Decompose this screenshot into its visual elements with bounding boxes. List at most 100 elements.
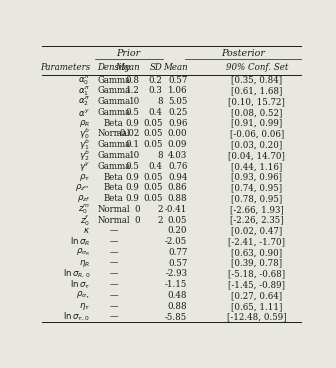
- Text: 0.4: 0.4: [149, 162, 163, 171]
- Text: 0.00: 0.00: [168, 130, 187, 138]
- Text: $\ln\sigma_\tau$: $\ln\sigma_\tau$: [70, 279, 90, 291]
- Text: [-0.06, 0.06]: [-0.06, 0.06]: [230, 130, 284, 138]
- Text: 0.88: 0.88: [168, 194, 187, 203]
- Text: 0.96: 0.96: [168, 119, 187, 128]
- Text: 0.05: 0.05: [143, 140, 163, 149]
- Text: [-1.45, -0.89]: [-1.45, -0.89]: [228, 280, 285, 289]
- Text: $\rho_{z^m}$: $\rho_{z^m}$: [75, 182, 90, 193]
- Text: 10: 10: [128, 97, 140, 106]
- Text: Beta: Beta: [104, 183, 124, 192]
- Text: 0.1: 0.1: [126, 140, 140, 149]
- Text: [0.65, 1.11]: [0.65, 1.11]: [231, 302, 283, 311]
- Text: —: —: [109, 280, 118, 289]
- Text: —: —: [109, 226, 118, 236]
- Text: 0.2: 0.2: [149, 76, 163, 85]
- Text: -2.93: -2.93: [165, 269, 187, 279]
- Text: SD: SD: [150, 63, 163, 72]
- Text: [0.78, 0.95]: [0.78, 0.95]: [231, 194, 283, 203]
- Text: Gamma: Gamma: [97, 76, 130, 85]
- Text: —: —: [109, 269, 118, 279]
- Text: Gamma: Gamma: [97, 162, 130, 171]
- Text: 1.06: 1.06: [168, 86, 187, 95]
- Text: -2.05: -2.05: [165, 237, 187, 246]
- Text: Mean: Mean: [115, 63, 140, 72]
- Text: 0.8: 0.8: [126, 76, 140, 85]
- Text: 90% Conf. Set: 90% Conf. Set: [226, 63, 288, 72]
- Text: —: —: [109, 312, 118, 322]
- Text: [-2.26, 2.35]: [-2.26, 2.35]: [230, 216, 284, 224]
- Text: [0.93, 0.96]: [0.93, 0.96]: [231, 173, 282, 181]
- Text: 0.94: 0.94: [168, 173, 187, 181]
- Text: 0.57: 0.57: [168, 259, 187, 268]
- Text: 0: 0: [134, 216, 140, 224]
- Text: 5.05: 5.05: [168, 97, 187, 106]
- Text: [0.08, 0.52]: [0.08, 0.52]: [231, 108, 283, 117]
- Text: 0.57: 0.57: [168, 76, 187, 85]
- Text: 0.05: 0.05: [143, 130, 163, 138]
- Text: 8: 8: [157, 97, 163, 106]
- Text: Mean: Mean: [163, 63, 187, 72]
- Text: $\rho_R$: $\rho_R$: [79, 118, 90, 129]
- Text: 0.05: 0.05: [143, 119, 163, 128]
- Text: 4.03: 4.03: [168, 151, 187, 160]
- Text: Gamma: Gamma: [97, 151, 130, 160]
- Text: [-5.18, -0.68]: [-5.18, -0.68]: [228, 269, 285, 279]
- Text: 0.9: 0.9: [126, 183, 140, 192]
- Text: $z_0^m$: $z_0^m$: [78, 203, 90, 216]
- Text: [0.02, 0.47]: [0.02, 0.47]: [231, 226, 283, 236]
- Text: [0.27, 0.64]: [0.27, 0.64]: [231, 291, 282, 300]
- Text: $\alpha_1^\pi$: $\alpha_1^\pi$: [78, 84, 90, 98]
- Text: 0.5: 0.5: [126, 162, 140, 171]
- Text: 0.9: 0.9: [126, 194, 140, 203]
- Text: Gamma: Gamma: [97, 97, 130, 106]
- Text: 1.2: 1.2: [126, 86, 140, 95]
- Text: [-2.66, 1.93]: [-2.66, 1.93]: [230, 205, 284, 214]
- Text: 0.48: 0.48: [168, 291, 187, 300]
- Text: $\alpha^y$: $\alpha^y$: [78, 107, 90, 118]
- Text: 0.05: 0.05: [143, 173, 163, 181]
- Text: [0.04, 14.70]: [0.04, 14.70]: [228, 151, 285, 160]
- Text: $\rho_\tau$: $\rho_\tau$: [79, 171, 90, 183]
- Text: Beta: Beta: [104, 119, 124, 128]
- Text: $\rho_{\sigma_R}$: $\rho_{\sigma_R}$: [76, 247, 90, 258]
- Text: $\gamma_1^b$: $\gamma_1^b$: [79, 137, 90, 152]
- Text: $\gamma_2^b$: $\gamma_2^b$: [79, 148, 90, 163]
- Text: 0.77: 0.77: [168, 248, 187, 257]
- Text: 0.25: 0.25: [168, 108, 187, 117]
- Text: Gamma: Gamma: [97, 108, 130, 117]
- Text: 0.09: 0.09: [168, 140, 187, 149]
- Text: $\ln\sigma_R$: $\ln\sigma_R$: [70, 236, 90, 248]
- Text: 2: 2: [157, 216, 163, 224]
- Text: 0.9: 0.9: [126, 173, 140, 181]
- Text: Parameters: Parameters: [40, 63, 90, 72]
- Text: [-12.48, 0.59]: [-12.48, 0.59]: [227, 312, 287, 322]
- Text: Gamma: Gamma: [97, 140, 130, 149]
- Text: Density: Density: [97, 63, 130, 72]
- Text: -5.85: -5.85: [165, 312, 187, 322]
- Text: 0.05: 0.05: [168, 216, 187, 224]
- Text: [0.44, 1.16]: [0.44, 1.16]: [231, 162, 283, 171]
- Text: $\alpha_2^\pi$: $\alpha_2^\pi$: [78, 95, 90, 109]
- Text: —: —: [109, 302, 118, 311]
- Text: [0.39, 0.78]: [0.39, 0.78]: [231, 259, 282, 268]
- Text: 0.9: 0.9: [126, 119, 140, 128]
- Text: 0.20: 0.20: [168, 226, 187, 236]
- Text: Normal: Normal: [97, 205, 130, 214]
- Text: $z_0^f$: $z_0^f$: [80, 213, 90, 227]
- Text: Gamma: Gamma: [97, 86, 130, 95]
- Text: [0.10, 15.72]: [0.10, 15.72]: [228, 97, 285, 106]
- Text: $\eta_\tau$: $\eta_\tau$: [79, 301, 90, 312]
- Text: 0.3: 0.3: [149, 86, 163, 95]
- Text: [0.74, 0.95]: [0.74, 0.95]: [231, 183, 282, 192]
- Text: 0.4: 0.4: [149, 108, 163, 117]
- Text: 0.5: 0.5: [126, 108, 140, 117]
- Text: Beta: Beta: [104, 194, 124, 203]
- Text: [0.61, 1.68]: [0.61, 1.68]: [231, 86, 283, 95]
- Text: 8: 8: [157, 151, 163, 160]
- Text: [0.63, 0.90]: [0.63, 0.90]: [231, 248, 282, 257]
- Text: [0.03, 0.20]: [0.03, 0.20]: [231, 140, 283, 149]
- Text: Normal: Normal: [97, 130, 130, 138]
- Text: [0.91, 0.99]: [0.91, 0.99]: [231, 119, 283, 128]
- Text: $\gamma_0^b$: $\gamma_0^b$: [79, 127, 90, 141]
- Text: —: —: [109, 237, 118, 246]
